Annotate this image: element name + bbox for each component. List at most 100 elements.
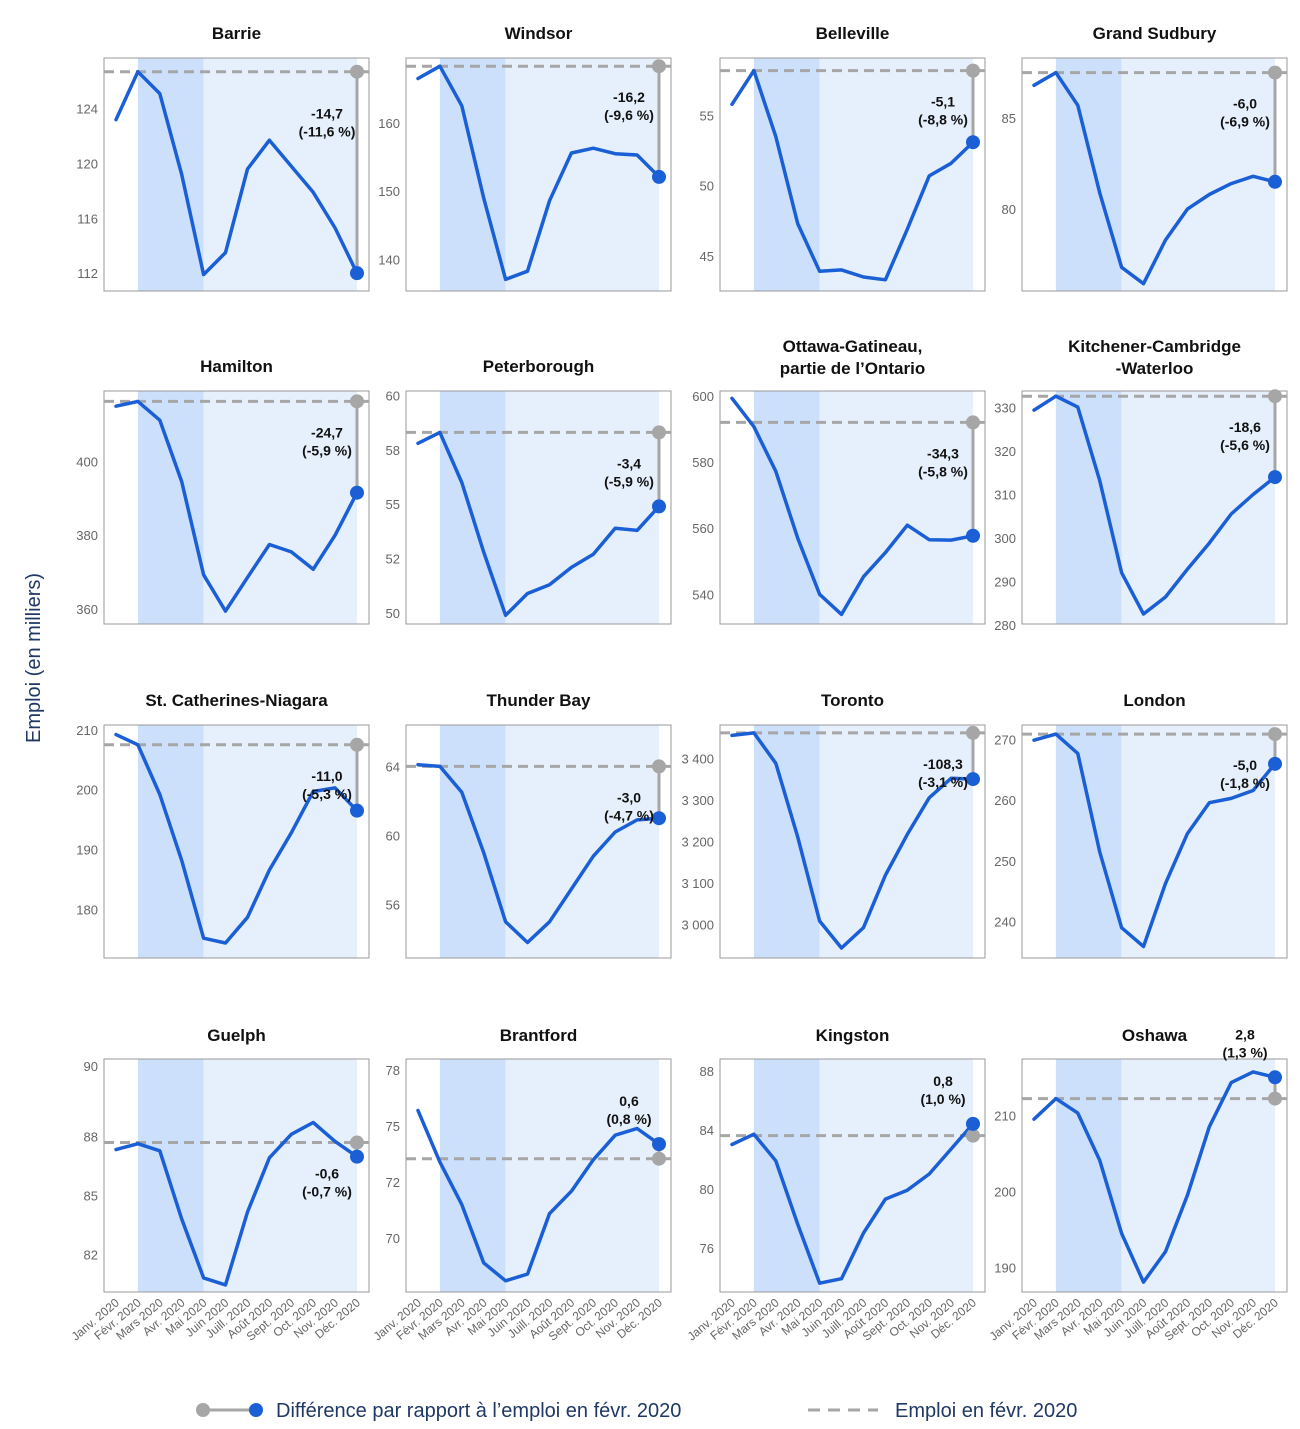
difference-percent-label: (-11,6 %) bbox=[299, 124, 356, 140]
panel-title: Kitchener-Cambridge bbox=[1068, 337, 1241, 356]
y-tick-label: 88 bbox=[84, 1130, 98, 1145]
end-dot bbox=[966, 135, 980, 150]
ref-dot bbox=[1268, 389, 1282, 404]
panel-belleville: 45 50 55 -5,1 (-8,8 %) Belleville bbox=[700, 24, 986, 292]
panel-windsor: 140 150 160 -16,2 (-9,6 %) Windsor bbox=[378, 24, 672, 292]
panel-title: Toronto bbox=[821, 691, 884, 710]
panel-title: Guelph bbox=[207, 1026, 266, 1045]
y-tick-label: 60 bbox=[386, 388, 400, 403]
difference-value-label: -18,6 bbox=[1229, 419, 1261, 435]
ref-dot bbox=[652, 759, 666, 774]
y-tick-label: 540 bbox=[692, 587, 714, 602]
difference-value-label: -16,2 bbox=[613, 89, 645, 105]
panel-title: Thunder Bay bbox=[487, 691, 591, 710]
panel-title: Oshawa bbox=[1122, 1026, 1188, 1045]
series-line bbox=[114, 69, 359, 277]
shade-lockdown-region bbox=[439, 1059, 506, 1292]
y-tick-label: 80 bbox=[700, 1182, 714, 1197]
shade-lockdown-region bbox=[439, 725, 506, 958]
y-tick-label: 190 bbox=[994, 1261, 1016, 1276]
panel-toronto: 3 000 3 100 3 200 3 300 3 400 -108,3 (-3,1 %) T… bbox=[681, 691, 986, 959]
panel-peterborough: 50 52 55 58 60 -3,4 (-5,9 %) Peterborough bbox=[386, 357, 672, 625]
panel-title: Belleville bbox=[816, 24, 890, 43]
legend-diff-ref-dot bbox=[196, 1403, 210, 1417]
y-tick-label: 200 bbox=[76, 783, 98, 798]
end-dot bbox=[966, 772, 980, 787]
panel-frame bbox=[405, 724, 672, 959]
series-line bbox=[1032, 70, 1277, 286]
difference-percent-label: (-4,7 %) bbox=[604, 807, 654, 823]
ref-dot bbox=[350, 64, 364, 79]
y-tick-label: 560 bbox=[692, 521, 714, 536]
y-tick-label: 84 bbox=[700, 1123, 714, 1138]
y-tick-label: 250 bbox=[994, 854, 1016, 869]
panel-title: Hamilton bbox=[200, 357, 273, 376]
y-tick-label: 150 bbox=[378, 184, 400, 199]
shade-recovery-region bbox=[203, 58, 357, 291]
y-tick-label: 190 bbox=[76, 843, 98, 858]
ref-dot bbox=[652, 425, 666, 440]
ref-dot bbox=[966, 725, 980, 740]
panel-title: Windsor bbox=[505, 24, 573, 43]
y-tick-label: 3 200 bbox=[681, 835, 714, 850]
shade-lockdown-region bbox=[1055, 725, 1122, 958]
shade-recovery-region bbox=[1121, 1059, 1275, 1292]
panel-frame bbox=[405, 1058, 672, 1293]
panel-title: Grand Sudbury bbox=[1093, 24, 1217, 43]
ref-dot bbox=[966, 1128, 980, 1143]
shade-lockdown-region bbox=[439, 58, 506, 291]
panel-frame bbox=[103, 57, 370, 292]
panel-frame bbox=[405, 57, 672, 292]
panel-st-catherines-niagara: 180 190 200 210 -11,0 (-5,3 %) St. Catherines-… bbox=[76, 691, 370, 959]
panel-frame bbox=[719, 57, 986, 292]
y-tick-label: 50 bbox=[700, 179, 714, 194]
y-tick-label: 240 bbox=[994, 915, 1016, 930]
panel-title: Brantford bbox=[500, 1026, 577, 1045]
shade-recovery-region bbox=[203, 1059, 357, 1292]
difference-percent-label: (-1,8 %) bbox=[1220, 775, 1270, 791]
shade-lockdown-region bbox=[1055, 1059, 1122, 1292]
y-tick-label: 124 bbox=[76, 102, 98, 117]
shade-recovery-region bbox=[505, 391, 659, 624]
y-tick-label: 380 bbox=[76, 528, 98, 543]
end-dot bbox=[1268, 1070, 1282, 1085]
end-dot bbox=[350, 266, 364, 281]
difference-percent-label: (-0,7 %) bbox=[302, 1184, 352, 1200]
y-tick-label: 330 bbox=[994, 401, 1016, 416]
series-line bbox=[730, 68, 975, 282]
y-tick-label: 300 bbox=[994, 531, 1016, 546]
y-tick-label: 210 bbox=[994, 1108, 1016, 1123]
y-tick-label: 3 400 bbox=[681, 751, 714, 766]
ref-dot bbox=[966, 63, 980, 78]
panel-frame bbox=[719, 724, 986, 959]
difference-value-label: -14,7 bbox=[311, 106, 343, 122]
legend-ref-label: Emploi en févr. 2020 bbox=[895, 1400, 1077, 1422]
y-tick-label: 116 bbox=[77, 211, 98, 226]
shade-recovery-region bbox=[203, 725, 357, 958]
y-tick-label: 45 bbox=[700, 249, 714, 264]
shade-lockdown-region bbox=[137, 1059, 204, 1292]
y-axis-label: Emploi (en milliers) bbox=[23, 573, 45, 743]
difference-value-label: -3,4 bbox=[617, 455, 641, 471]
y-tick-label: 3 300 bbox=[681, 793, 714, 808]
y-tick-label: 600 bbox=[692, 389, 714, 404]
end-dot bbox=[350, 803, 364, 818]
difference-value-label: 0,6 bbox=[619, 1093, 639, 1109]
y-tick-label: 112 bbox=[77, 266, 98, 281]
end-dot bbox=[1268, 756, 1282, 771]
panel-frame bbox=[719, 1058, 986, 1293]
shade-recovery-region bbox=[203, 391, 357, 624]
legend: Différence par rapport à l’emploi en fév… bbox=[196, 1400, 1077, 1422]
panel-grand-sudbury: 80 85 -6,0 (-6,9 %) Grand Sudbury bbox=[1002, 24, 1288, 292]
shade-recovery-region bbox=[819, 725, 973, 958]
legend-diff-end-dot bbox=[249, 1403, 263, 1417]
ref-dot bbox=[1268, 727, 1282, 742]
y-tick-label: 55 bbox=[700, 109, 714, 124]
difference-percent-label: (0,8 %) bbox=[606, 1111, 651, 1127]
y-tick-label: 210 bbox=[76, 723, 98, 738]
y-tick-label: 76 bbox=[700, 1241, 714, 1256]
